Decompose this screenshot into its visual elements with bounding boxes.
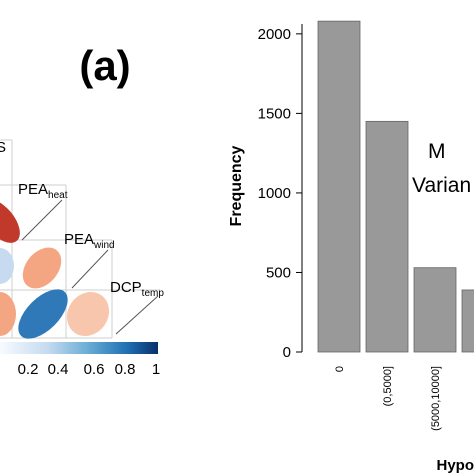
annotation-line-2: Varian [412, 174, 471, 197]
y-tick-label: 2000 [258, 26, 291, 43]
histogram-bars [317, 20, 474, 353]
x-tick-label: (5000,10000] [430, 366, 442, 431]
histogram-bar [413, 267, 457, 353]
variable-label-dcp-temp: DCPtemp [110, 279, 164, 299]
variable-label-pea-wind: PEAwind [64, 231, 115, 251]
y-tick-label: 1500 [258, 105, 291, 122]
colorbar-tick-label: 0.2 [18, 361, 39, 378]
variable-label-pea-heat: PEAheat [18, 181, 68, 201]
ellipse-peaheat-peawind [22, 247, 62, 289]
ellipse-s-pea-heat [0, 199, 20, 243]
y-axis-label: Frequency [228, 145, 245, 226]
histogram-bar [317, 20, 361, 353]
histogram-bar [461, 289, 474, 353]
panel-label: (a) [79, 42, 130, 89]
correlation-panel: (a) S PEAheat PEAwind DCPtemp [0, 42, 164, 378]
x-tick-label: 0 [334, 366, 346, 372]
diagonal-line-dcp-temp [115, 295, 159, 335]
variable-label-s: S [0, 139, 6, 156]
colorbar-tick-label: 0.8 [115, 361, 136, 378]
colorbar-ticks: 0.2 0.4 0.6 0.8 1 [18, 361, 161, 378]
diagonal-line-pea-wind [71, 249, 109, 289]
y-tick-label: 0 [283, 344, 291, 361]
ellipse-s-pea-wind [0, 248, 14, 284]
ellipse-s-dcp-temp [0, 292, 16, 336]
histogram-bar [365, 120, 409, 353]
histogram-panel: 0 500 1000 1500 2000 Frequency 0 (0,5000] (500… [228, 20, 474, 474]
x-axis-label: Hypo [437, 457, 474, 474]
correlation-ellipses [0, 199, 110, 339]
colorbar [0, 342, 158, 354]
colorbar-tick-label: 0.6 [84, 361, 105, 378]
annotation-line-1: M [428, 140, 446, 163]
ellipse-peawind-dcptemp [66, 291, 110, 337]
diagonal-lines [21, 199, 159, 335]
x-tick-label: (0,5000] [382, 366, 394, 406]
y-axis-ticks: 0 500 1000 1500 2000 [258, 26, 302, 361]
colorbar-tick-label: 0.4 [48, 361, 69, 378]
x-axis-tick-labels: 0 (0,5000] (5000,10000] [334, 366, 442, 431]
y-tick-label: 500 [266, 264, 291, 281]
diagonal-line-pea-heat [21, 199, 63, 241]
colorbar-tick-label: 1 [152, 361, 160, 378]
y-tick-label: 1000 [258, 185, 291, 202]
ellipse-peaheat-dcptemp [18, 289, 68, 339]
